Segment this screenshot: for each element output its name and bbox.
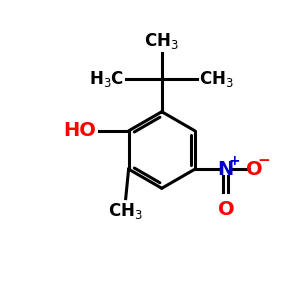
Text: H$_3$C: H$_3$C [89,69,124,89]
Text: O: O [245,160,262,178]
Text: CH$_3$: CH$_3$ [108,201,143,221]
Text: N: N [218,160,234,178]
Text: +: + [228,154,240,168]
Text: CH$_3$: CH$_3$ [200,69,234,89]
Text: O: O [218,200,234,219]
Text: HO: HO [63,122,96,140]
Text: −: − [257,153,270,168]
Text: CH$_3$: CH$_3$ [144,32,179,51]
